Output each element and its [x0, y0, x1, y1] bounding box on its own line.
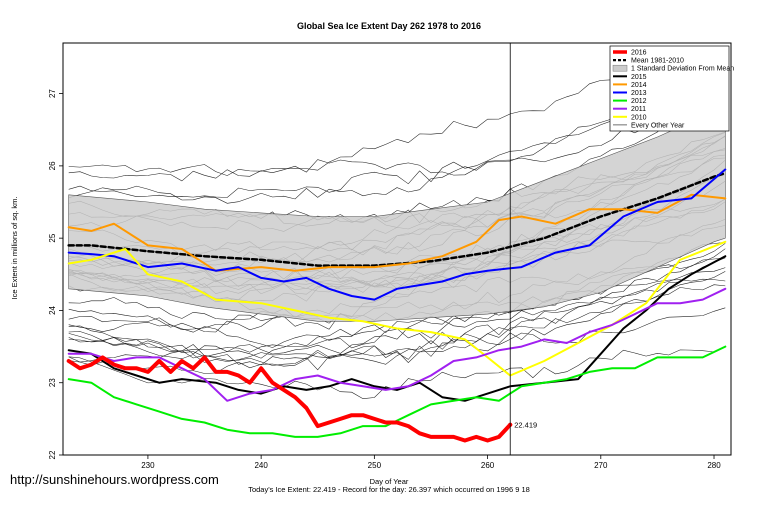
axes: 230 240 250 260 270 280 22 23 24 25 26 27	[48, 89, 721, 470]
series-line-2016	[66, 355, 513, 443]
legend-item: 2014	[613, 82, 647, 89]
x-tick-label: 280	[707, 461, 721, 470]
legend-label: Every Other Year	[631, 122, 685, 129]
series-lines	[66, 168, 727, 443]
chart-title: Global Sea Ice Extent Day 262 1978 to 20…	[297, 21, 481, 31]
legend-label: 2014	[631, 82, 647, 89]
legend-item: 2015	[613, 74, 647, 81]
legend-label: 2010	[631, 114, 647, 121]
legend-label: Mean 1981-2010	[631, 58, 684, 65]
legend-label: 2013	[631, 90, 647, 97]
legend-item: Every Other Year	[613, 122, 685, 129]
background-year-line	[68, 102, 726, 182]
x-tick-label: 250	[368, 461, 382, 470]
legend-item: 2010	[613, 114, 647, 121]
y-tick-label: 26	[48, 161, 57, 170]
y-tick-label: 23	[48, 378, 57, 387]
y-tick-label: 25	[48, 233, 57, 242]
legend-item: 2013	[613, 90, 647, 97]
legend-label: 2015	[631, 74, 647, 81]
background-year-line	[68, 267, 726, 371]
background-year-line	[68, 271, 726, 366]
legend-label: 2012	[631, 98, 647, 105]
x-tick-label: 230	[141, 461, 155, 470]
y-tick-label: 24	[48, 305, 57, 314]
legend-box	[609, 45, 730, 132]
series-line-2010	[67, 240, 727, 377]
series-line-mean-1981-2010	[67, 171, 727, 267]
background-year-line	[68, 248, 726, 355]
y-tick-label: 22	[48, 450, 57, 459]
y-tick-label: 27	[48, 89, 57, 98]
series-line-2014	[67, 193, 727, 272]
watermark-url[interactable]: http://sunshinehours.wordpress.com	[10, 472, 219, 487]
current-value-label: 22.419	[514, 421, 537, 430]
legend-item: 1 Standard Deviation From Mean	[612, 64, 734, 73]
x-tick-label: 260	[481, 461, 495, 470]
y-axis-label: Ice Extent in millions of sq. km.	[10, 197, 19, 300]
legend-item: 2012	[613, 98, 647, 105]
legend-label: 2016	[631, 50, 647, 57]
x-tick-label: 270	[594, 461, 608, 470]
legend-item: Mean 1981-2010	[613, 58, 684, 65]
background-year-line	[68, 284, 726, 363]
legend-label: 2011	[631, 106, 646, 113]
legend-label: 1 Standard Deviation From Mean	[631, 66, 734, 73]
series-line-2015	[67, 255, 727, 402]
plot-frame	[62, 42, 732, 456]
x-tick-label: 240	[254, 461, 268, 470]
series-line-2013	[67, 168, 727, 301]
x-axis-label: Day of Year	[370, 477, 409, 486]
background-year-line	[68, 257, 726, 374]
legend-item: 2016	[613, 50, 647, 57]
legend-swatch	[612, 64, 628, 72]
footer-note: Today's Ice Extent: 22.419 - Record for …	[248, 485, 530, 494]
legend-item: 2011	[613, 106, 646, 113]
